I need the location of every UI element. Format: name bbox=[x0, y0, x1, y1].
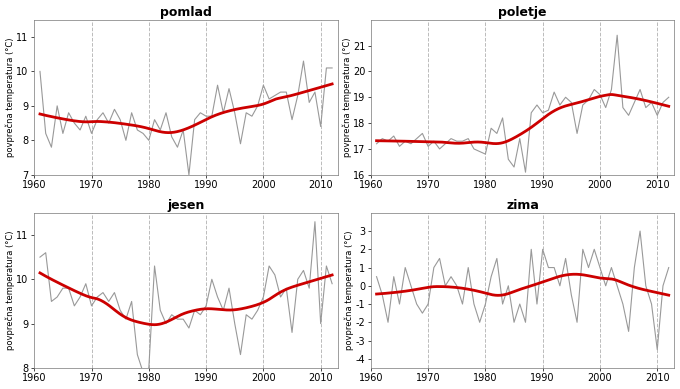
Y-axis label: povprečna temperatura (°C): povprečna temperatura (°C) bbox=[345, 231, 354, 350]
Title: pomlad: pomlad bbox=[160, 5, 212, 19]
Title: jesen: jesen bbox=[167, 199, 205, 212]
Title: poletje: poletje bbox=[498, 5, 547, 19]
Y-axis label: povprečna temperatura (°C): povprečna temperatura (°C) bbox=[342, 37, 352, 157]
Y-axis label: povprečna temperatura (°C): povprečna temperatura (°C) bbox=[5, 37, 15, 157]
Y-axis label: povprečna temperatura (°C): povprečna temperatura (°C) bbox=[5, 231, 15, 350]
Title: zima: zima bbox=[506, 199, 539, 212]
